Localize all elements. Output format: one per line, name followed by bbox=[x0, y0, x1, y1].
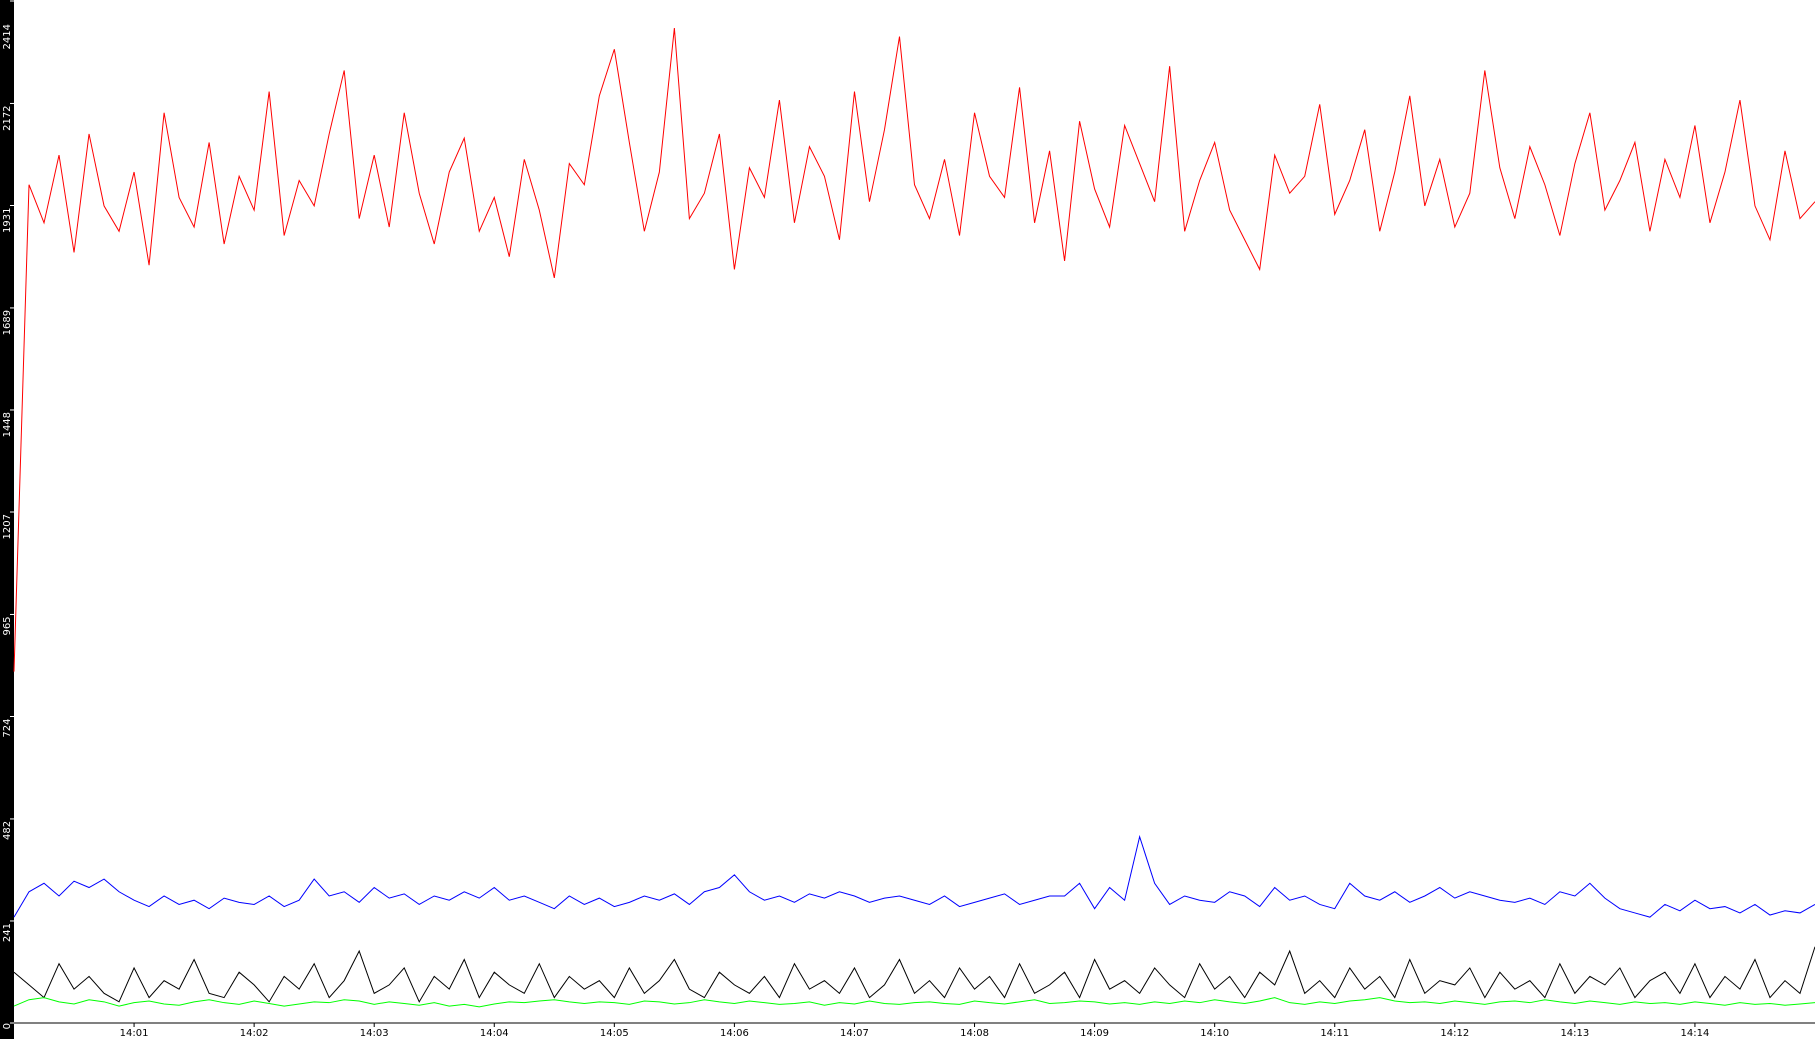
x-tick-label: 14:03 bbox=[360, 1028, 389, 1039]
y-tick-label: 482 bbox=[2, 821, 13, 840]
y-tick-label: 0 bbox=[2, 1023, 13, 1029]
series-line bbox=[13, 834, 1815, 918]
x-tick-label: 14:05 bbox=[600, 1028, 629, 1039]
y-tick-label: 1207 bbox=[2, 514, 13, 539]
x-tick-label: 14:01 bbox=[120, 1028, 149, 1039]
x-tick-label: 14:09 bbox=[1080, 1028, 1109, 1039]
x-tick-label: 14:07 bbox=[840, 1028, 869, 1039]
y-tick-label: 1931 bbox=[2, 207, 13, 232]
y-axis-strip bbox=[0, 0, 14, 1039]
x-tick-label: 14:14 bbox=[1681, 1028, 1710, 1039]
y-tick-label: 2172 bbox=[2, 105, 13, 130]
x-tick-label: 14:11 bbox=[1320, 1028, 1349, 1039]
x-tick-label: 14:02 bbox=[240, 1028, 269, 1039]
x-tick-label: 14:04 bbox=[480, 1028, 509, 1039]
series-line bbox=[13, 28, 1815, 672]
y-tick-label: 724 bbox=[2, 718, 13, 737]
y-tick-label: 965 bbox=[2, 616, 13, 635]
x-tick-label: 14:06 bbox=[720, 1028, 749, 1039]
series-line bbox=[13, 946, 1815, 1003]
x-tick-label: 14:12 bbox=[1440, 1028, 1469, 1039]
x-tick-label: 14:13 bbox=[1560, 1028, 1589, 1039]
x-tick-label: 14:10 bbox=[1200, 1028, 1229, 1039]
x-tick-label: 14:08 bbox=[960, 1028, 989, 1039]
y-tick-label: 241 bbox=[2, 923, 13, 942]
y-tick-label: 1448 bbox=[2, 412, 13, 437]
series-line bbox=[13, 997, 1815, 1008]
y-tick-label: 2414 bbox=[2, 24, 13, 49]
y-tick-label: 1689 bbox=[2, 310, 13, 335]
